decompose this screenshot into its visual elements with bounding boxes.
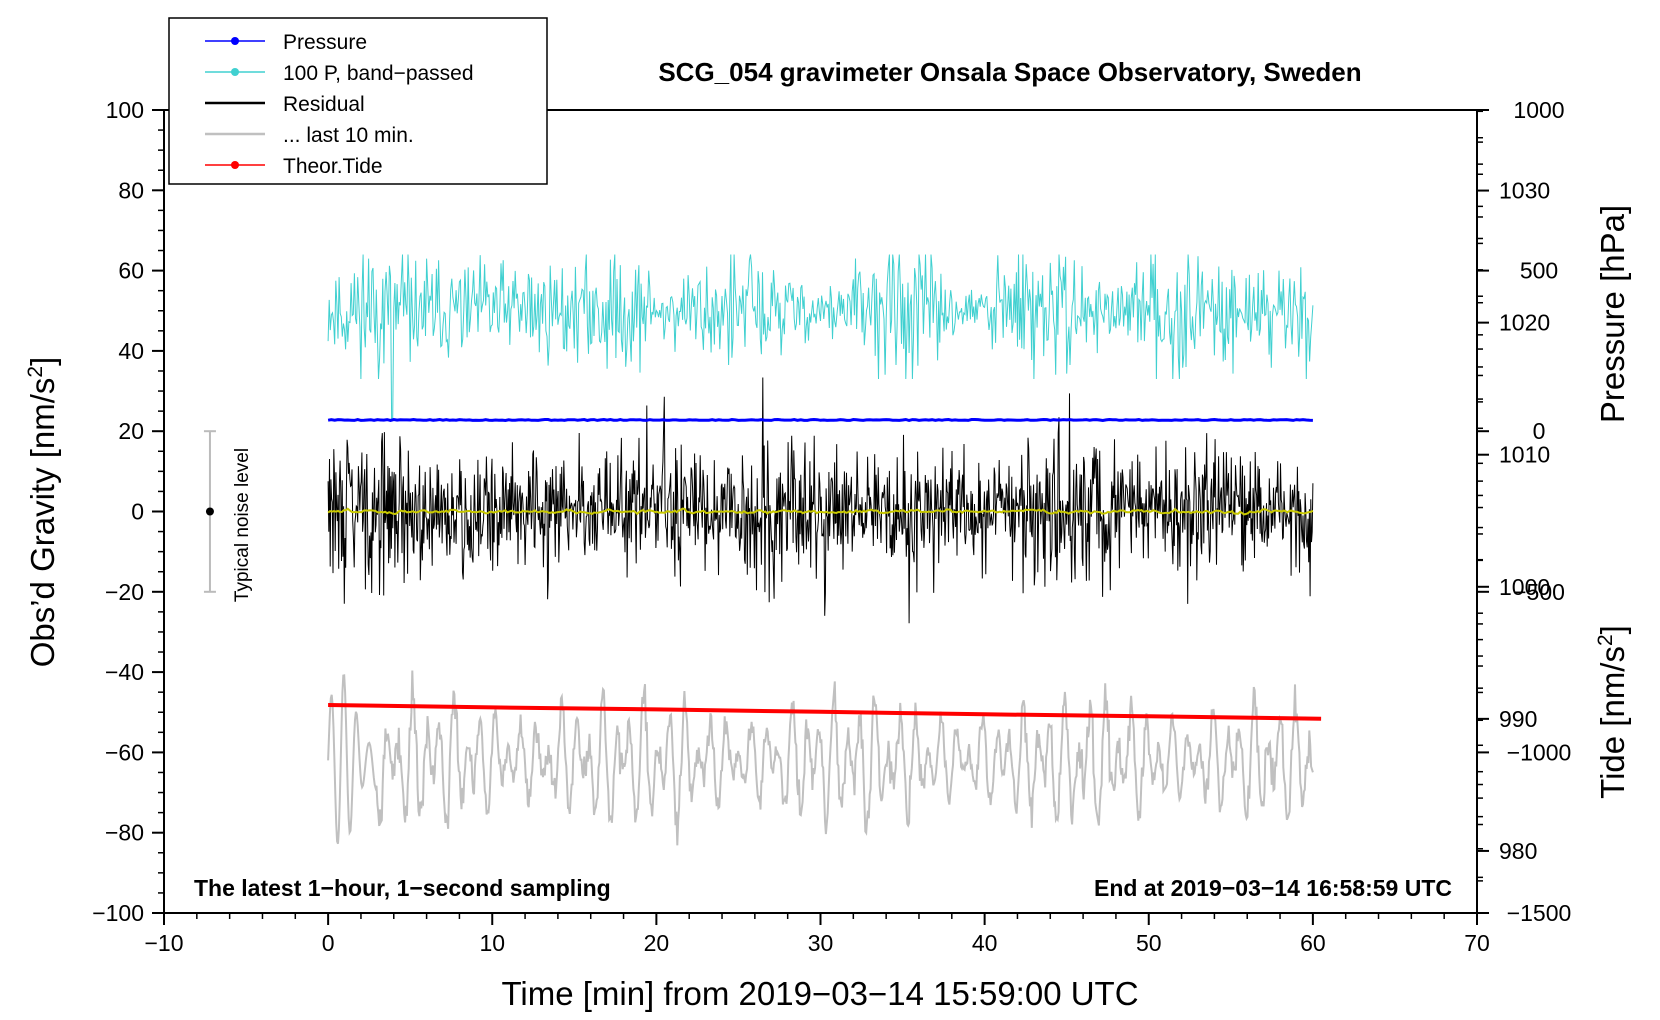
series-band-passed-pressure [327,254,1314,420]
annotation-end-time: End at 2019−03−14 16:58:59 UTC [1094,875,1452,901]
residual-smoothed-line [327,507,1314,516]
band-passed-pressure-line [327,254,1314,420]
y-axis-gravity: −100 −80 −60 −40 −20 0 20 40 60 80 100 [92,97,164,926]
y-tick-label: −40 [105,659,144,685]
x-tick-label: 20 [644,930,670,956]
tide-tick-label: 500 [1520,258,1558,284]
noise-center-dot [205,507,214,516]
tide-axis-title: Tide [nm/s2] [1594,625,1631,799]
series-last-10-min [327,670,1314,846]
legend-box [168,17,548,185]
y-tick-label: 40 [118,338,144,364]
y-tick-label: −100 [92,900,144,926]
y-axis-title-text: Obs’d Gravity [nm/s [24,378,61,668]
pressure-tick-label: 1010 [1499,442,1550,468]
tide-axis-title-sup: 2 [1594,634,1617,646]
x-tick-label: −10 [144,930,183,956]
series-pressure [327,417,1313,423]
y-tick-label: −20 [105,579,144,605]
y-axis-title-sup: 2 [24,366,47,378]
legend-label: 100 P, band−passed [283,62,474,85]
tide-axis-title-text: Tide [nm/s [1594,646,1631,799]
y-tick-label: −60 [105,739,144,765]
legend-marker [231,68,239,76]
legend-label: ... last 10 min. [283,124,414,147]
pressure-tick-label: 1000 [1499,574,1550,600]
noise-level-label: Typical noise level [232,448,253,602]
x-axis-title: Time [min] from 2019−03−14 15:59:00 UTC [501,975,1138,1012]
tide-tick-label: −1000 [1507,739,1572,765]
y-tick-label: 80 [118,177,144,203]
pressure-tick-label: 990 [1499,706,1537,732]
tide-tick-label: 1000 [1513,97,1564,123]
pressure-tick-label: 1030 [1499,178,1550,204]
y-tick-label: 60 [118,258,144,284]
y-axis-tide: −1500 −1000 −500 0 500 1000 [1477,97,1571,926]
series-theor-tide [328,703,1322,721]
tide-tick-label: −1500 [1507,900,1572,926]
y-axis-title: Obs’d Gravity [nm/s2] [24,357,61,668]
last-10-min-line [327,670,1314,846]
y-tick-label: 0 [131,499,144,525]
x-tick-label: 60 [1300,930,1326,956]
y-tick-label: 100 [106,97,144,123]
y-tick-label: 20 [118,418,144,444]
noise-level-marker [203,430,216,593]
pressure-tick-label: 980 [1499,838,1537,864]
theor-tide-line [328,703,1322,721]
y-axis-title-close: ] [24,357,61,366]
x-axis: −10 0 10 20 30 40 50 60 70 [144,913,1490,956]
legend-label: Residual [283,93,365,116]
pressure-axis-title: Pressure [hPa] [1594,205,1631,423]
x-tick-label: 50 [1136,930,1162,956]
annotation-sampling: The latest 1−hour, 1−second sampling [194,875,611,901]
legend-marker [231,37,239,45]
series-residual-smoothed [327,507,1314,516]
legend: Pressure 100 P, band−passed Residual ... la… [168,17,548,185]
legend-label: Theor.Tide [283,155,383,178]
y-axis-pressure: 980 990 1000 1010 1020 1030 [1477,110,1550,879]
tide-tick-label: −500 [1513,579,1565,605]
legend-label: Pressure [283,31,367,54]
x-tick-label: 30 [808,930,834,956]
chart-title: SCG_054 gravimeter Onsala Space Observat… [658,57,1361,87]
x-tick-label: 70 [1464,930,1490,956]
x-tick-label: 0 [322,930,335,956]
y-tick-label: −80 [105,820,144,846]
x-tick-label: 40 [972,930,998,956]
legend-marker [231,161,239,169]
tide-axis-title-close: ] [1594,625,1631,634]
pressure-line [327,417,1313,423]
pressure-tick-label: 1020 [1499,310,1550,336]
tide-tick-label: 0 [1533,418,1546,444]
x-tick-label: 10 [479,930,505,956]
